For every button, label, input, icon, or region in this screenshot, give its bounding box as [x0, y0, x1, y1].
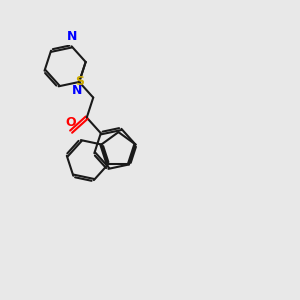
Text: S: S [75, 76, 84, 88]
Text: O: O [66, 116, 76, 128]
Text: N: N [66, 30, 77, 43]
Text: N: N [72, 84, 82, 97]
